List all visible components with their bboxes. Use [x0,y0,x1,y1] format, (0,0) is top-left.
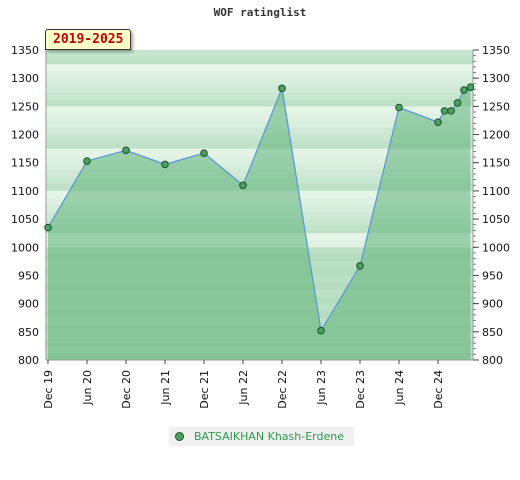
y-tick-label-right: 850 [482,326,503,339]
y-tick-label-right: 900 [482,298,503,311]
y-tick-label-left: 800 [18,354,39,367]
y-tick-label-left: 1100 [11,185,39,198]
grid-band [46,57,473,65]
y-tick-label-right: 1200 [482,129,510,142]
y-tick-label-left: 1300 [11,72,39,85]
y-tick-label-right: 950 [482,269,503,282]
data-point[interactable] [460,86,468,94]
legend[interactable]: BATSAIKHAN Khash-Erdene [169,427,354,446]
x-tick-label: Dec 19 [42,370,55,409]
y-tick-label-left: 900 [18,298,39,311]
grid-band [46,78,473,86]
data-point[interactable] [395,103,403,112]
grid-band [46,120,473,128]
grid-band [46,127,473,135]
area-layer [47,85,471,360]
y-tick-label-right: 1050 [482,213,510,226]
data-point[interactable] [122,146,130,155]
period-badge: 2019-2025 [45,29,132,50]
x-tick-label: Dec 20 [120,370,133,409]
x-tick-label: Dec 24 [432,370,445,409]
data-point[interactable] [161,160,169,169]
data-point[interactable] [440,107,449,115]
x-tick-label: Dec 22 [276,370,289,409]
data-point[interactable] [466,83,475,91]
series-line [47,85,471,333]
y-tick-label-right: 1000 [482,241,510,254]
grid-band [46,106,473,114]
series-area [48,87,471,360]
data-point[interactable] [200,149,208,157]
y-tick-label-right: 1300 [482,72,510,85]
y-tick-label-right: 1350 [482,44,510,57]
y-tick-label-left: 1250 [11,100,39,113]
data-point[interactable] [83,157,91,165]
axes: 800 800 850 850 900 900 950 950 1000 1000 1050 1050… [11,44,510,409]
data-point[interactable] [278,84,286,93]
y-tick-label-left: 1150 [11,157,39,170]
y-tick-label-right: 1100 [482,185,510,198]
grid-band [46,92,473,100]
data-point[interactable] [434,118,442,126]
y-tick-label-right: 1150 [482,157,510,170]
grid-band [46,50,473,58]
legend-label: BATSAIKHAN Khash-Erdene [194,430,344,443]
data-point[interactable] [356,262,364,270]
y-tick-label-right: 1250 [482,100,510,113]
x-tick-label: Jun 24 [393,370,406,406]
grid-band [46,85,473,93]
y-tick-label-left: 950 [18,269,39,282]
data-point[interactable] [317,326,325,335]
x-tick-label: Jun 22 [237,370,250,406]
x-tick-label: Jun 21 [159,370,172,406]
x-tick-label: Jun 20 [81,370,94,406]
data-point[interactable] [447,107,455,115]
y-tick-label-left: 1000 [11,241,39,254]
grid-band [46,99,473,107]
legend-marker-icon [175,432,184,441]
x-tick-label: Jun 23 [315,370,328,406]
grid-band [46,134,473,142]
y-tick-label-right: 800 [482,354,503,367]
grid-band [46,64,473,72]
grid-band [46,71,473,79]
data-point[interactable] [239,181,247,190]
y-tick-label-left: 850 [18,326,39,339]
data-points [44,83,475,335]
grid-band [46,113,473,121]
x-tick-label: Dec 21 [198,370,211,409]
y-tick-label-left: 1200 [11,129,39,142]
data-point[interactable] [453,99,462,107]
chart-title: WOF ratinglist [213,6,307,19]
data-point[interactable] [44,223,52,232]
x-tick-label: Dec 23 [354,370,367,409]
y-tick-label-left: 1050 [11,213,39,226]
y-tick-label-left: 1350 [11,44,39,57]
